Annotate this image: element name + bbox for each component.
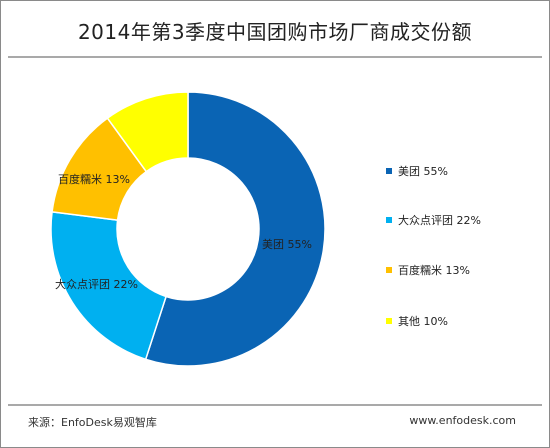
legend-swatch-nuomi — [386, 267, 392, 273]
footer-divider — [8, 404, 542, 406]
slice-other — [106, 91, 189, 173]
legend-item-nuomi: 百度糯米 13% — [386, 262, 470, 278]
source-note: 来源：EnfoDesk易观智库 — [28, 416, 157, 429]
legend-item-other: 其他 10% — [386, 313, 448, 329]
legend-label-meituan: 美团 55% — [398, 165, 448, 178]
legend-label-nuomi: 百度糯米 13% — [398, 264, 470, 277]
chart-title: 2014年第3季度中国团购市场厂商成交份额 — [77, 20, 473, 44]
chart-legend: 美团 55% 大众点评团 22% 百度糯米 13% 其他 10% — [386, 0, 536, 448]
slice-dianping — [50, 210, 168, 361]
slice-label-meituan: 美团 55% — [262, 238, 312, 251]
slice-label-dianping: 大众点评团 22% — [55, 277, 138, 291]
legend-swatch-other — [386, 318, 392, 324]
legend-swatch-dianping — [386, 217, 392, 223]
legend-item-dianping: 大众点评团 22% — [386, 212, 481, 228]
slice-label-nuomi: 百度糯米 13% — [58, 172, 130, 186]
legend-item-meituan: 美团 55% — [386, 163, 448, 179]
title-divider — [8, 56, 542, 58]
legend-label-dianping: 大众点评团 22% — [398, 214, 481, 227]
site-url: www.enfodesk.com — [409, 414, 516, 427]
legend-swatch-meituan — [386, 168, 392, 174]
slice-meituan — [144, 91, 326, 367]
legend-label-other: 其他 10% — [398, 315, 448, 328]
